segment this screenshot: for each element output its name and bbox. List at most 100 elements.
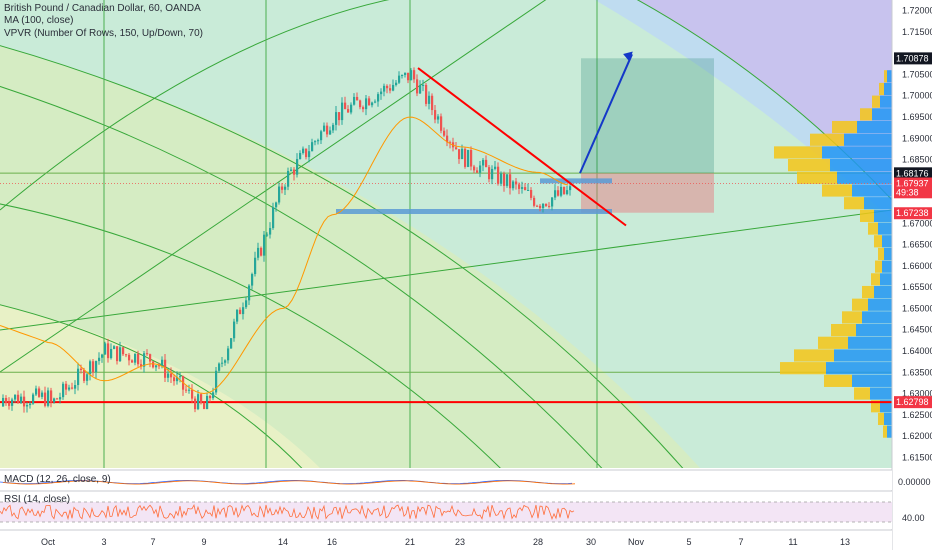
candle-body [563, 186, 566, 195]
candle-body [362, 107, 365, 110]
candle-body [266, 234, 269, 236]
price-tick-label: 1.65000 [902, 303, 932, 313]
time-tick-label: 13 [840, 537, 850, 547]
candle-body [173, 377, 176, 382]
price-badge [894, 207, 932, 220]
vpvr-up-bar [822, 146, 892, 159]
candle-body [32, 394, 35, 404]
candle-body [320, 131, 323, 141]
candle-body [263, 234, 266, 256]
candle-body [200, 394, 203, 404]
candle-body [536, 205, 539, 207]
position-target-box [581, 58, 714, 174]
candle-body [107, 343, 110, 359]
candle-body [116, 346, 119, 362]
vpvr-down-bar [871, 400, 880, 413]
vpvr-down-bar [883, 425, 887, 438]
price-tick-label: 1.63000 [902, 389, 932, 399]
candle-body [56, 398, 59, 400]
candle-body [83, 369, 86, 381]
time-tick-label: 28 [533, 537, 543, 547]
candle-body [305, 148, 308, 158]
candle-body [419, 85, 422, 94]
vpvr-down-bar [788, 159, 830, 172]
vpvr-up-bar [837, 171, 892, 184]
candle-body [440, 116, 443, 131]
price-badge-label: 1.70878 [896, 53, 929, 63]
candle-body [146, 353, 149, 355]
candle-body [533, 197, 536, 206]
candle-body [128, 354, 131, 361]
vpvr-up-bar [880, 95, 892, 108]
candle-body [557, 190, 560, 196]
candle-body [281, 186, 284, 190]
candle-body [227, 348, 230, 361]
vpvr-up-bar [880, 400, 892, 413]
candle-body [71, 387, 74, 389]
candle-body [35, 388, 38, 395]
candle-body [14, 394, 17, 400]
candle-body [248, 285, 251, 301]
price-badge [894, 186, 932, 199]
vpvr-down-bar [884, 70, 887, 83]
candle-body [311, 142, 314, 152]
rsi-legend[interactable]: RSI (14, close) [4, 494, 71, 505]
price-tick-label: 1.62500 [902, 410, 932, 420]
candle-body [59, 397, 62, 400]
vpvr-down-bar [780, 362, 826, 375]
price-tick-label: 1.66000 [902, 261, 932, 271]
candle-body [191, 389, 194, 399]
candle-body [389, 88, 392, 91]
candle-body [26, 405, 29, 407]
candle-body [293, 169, 296, 175]
vpvr-down-bar [794, 349, 834, 362]
vpvr-up-bar [868, 298, 892, 311]
vpvr-down-bar [874, 235, 882, 248]
macd-legend[interactable]: MACD (12, 26, close, 9) [4, 474, 111, 485]
candle-body [446, 135, 449, 143]
candle-body [512, 181, 515, 189]
candle-body [125, 354, 128, 356]
candle-body [98, 357, 101, 362]
candle-body [110, 348, 113, 359]
candle-body [215, 370, 218, 393]
candle-body [365, 98, 368, 110]
symbol-legend[interactable]: British Pound / Canadian Dollar, 60, OAN… [4, 3, 201, 14]
vpvr-up-bar [862, 311, 892, 324]
candle-body [494, 166, 497, 169]
candle-body [473, 166, 476, 171]
vpvr-down-bar [832, 120, 857, 134]
candle-body [458, 149, 461, 160]
candle-body [518, 184, 521, 189]
fan-line [0, 209, 892, 331]
candle-body [74, 385, 77, 389]
vpvr-up-bar [878, 222, 892, 235]
candle-body [233, 321, 236, 339]
vpvr-up-bar [887, 70, 892, 83]
price-tick-label: 1.72000 [902, 6, 932, 16]
vpvr-down-bar [879, 82, 884, 96]
candle-body [386, 85, 389, 89]
candle-body [449, 142, 452, 144]
candle-body [380, 91, 383, 95]
candle-body [203, 403, 206, 410]
candle-body [62, 383, 65, 398]
vpvr-down-bar [860, 209, 874, 222]
candle-body [104, 343, 107, 355]
ma-legend[interactable]: MA (100, close) [4, 15, 74, 26]
vpvr-up-bar [887, 425, 892, 438]
candle-body [65, 383, 68, 390]
candle-body [317, 140, 320, 142]
vpvr-up-bar [880, 273, 892, 286]
candle-body [101, 354, 104, 358]
price-tick-label: 1.67000 [902, 218, 932, 228]
candle-body [323, 125, 326, 132]
price-tick-label: 1.65500 [902, 282, 932, 292]
vpvr-legend[interactable]: VPVR (Number Of Rows, 150, Up/Down, 70) [4, 28, 203, 39]
candle-body [374, 101, 377, 103]
candle-body [113, 346, 116, 349]
fan-line [0, 85, 603, 468]
vpvr-down-bar [862, 285, 874, 299]
candle-body [212, 392, 215, 399]
